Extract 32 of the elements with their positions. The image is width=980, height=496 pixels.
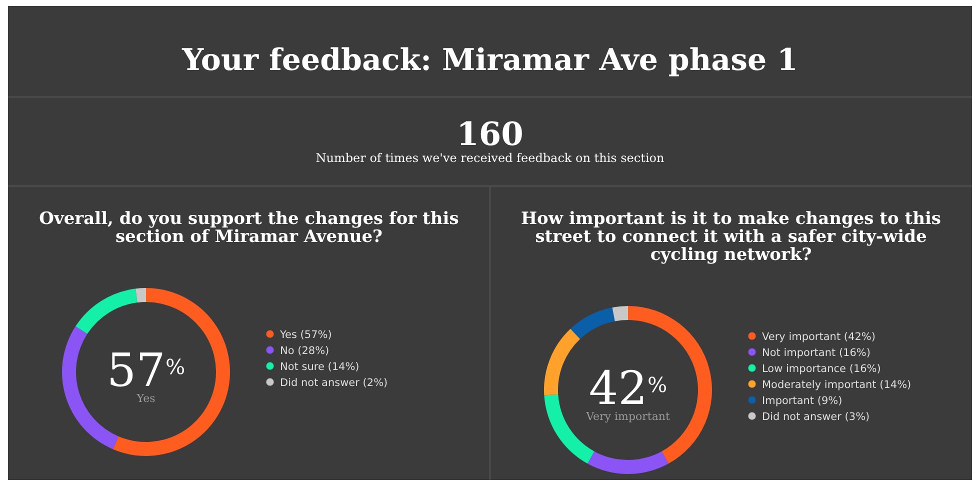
legend-label: No	[280, 345, 294, 357]
legend-label: Very important	[762, 331, 841, 343]
data-label: (42%)	[844, 331, 876, 343]
donut-slice	[544, 328, 580, 396]
legend-label: Important	[762, 395, 814, 407]
legend-label: Did not answer	[280, 377, 360, 389]
donut-slice	[588, 451, 668, 474]
data-label: (3%)	[844, 411, 870, 423]
legend-label: Low importance	[762, 363, 846, 375]
text: 160	[456, 115, 524, 153]
data-label: (16%)	[849, 363, 881, 375]
legend-label: Did not answer	[762, 411, 842, 423]
data-label: (2%)	[362, 377, 388, 389]
donut-slice	[136, 288, 146, 303]
legend-label: Not sure	[280, 361, 324, 373]
data-label: (14%)	[880, 379, 912, 391]
donut-slice	[76, 288, 138, 334]
data-label: (9%)	[817, 395, 842, 407]
data-label: (16%)	[838, 347, 870, 359]
legend-label: Yes	[280, 329, 297, 341]
chart-title: Overall, do you support the changes for this section of Miramar Avenue?	[39, 209, 459, 247]
donut-slice	[112, 288, 230, 456]
text: Your feedback: Miramar Ave phase 1	[181, 43, 798, 78]
data-label: (57%)	[300, 329, 332, 341]
donut-slice	[612, 306, 628, 322]
legend-label: Moderately important	[762, 379, 876, 391]
chart-title: How important is it to make changes to this street to connect it with a safer city-wide cycling network?	[520, 209, 942, 265]
data-label: (14%)	[328, 361, 360, 373]
donut-slice	[570, 307, 615, 339]
data-label: (28%)	[298, 345, 330, 357]
legend-label: Not important	[762, 347, 836, 359]
text: Number of times we've received feedback on this section	[316, 151, 665, 165]
